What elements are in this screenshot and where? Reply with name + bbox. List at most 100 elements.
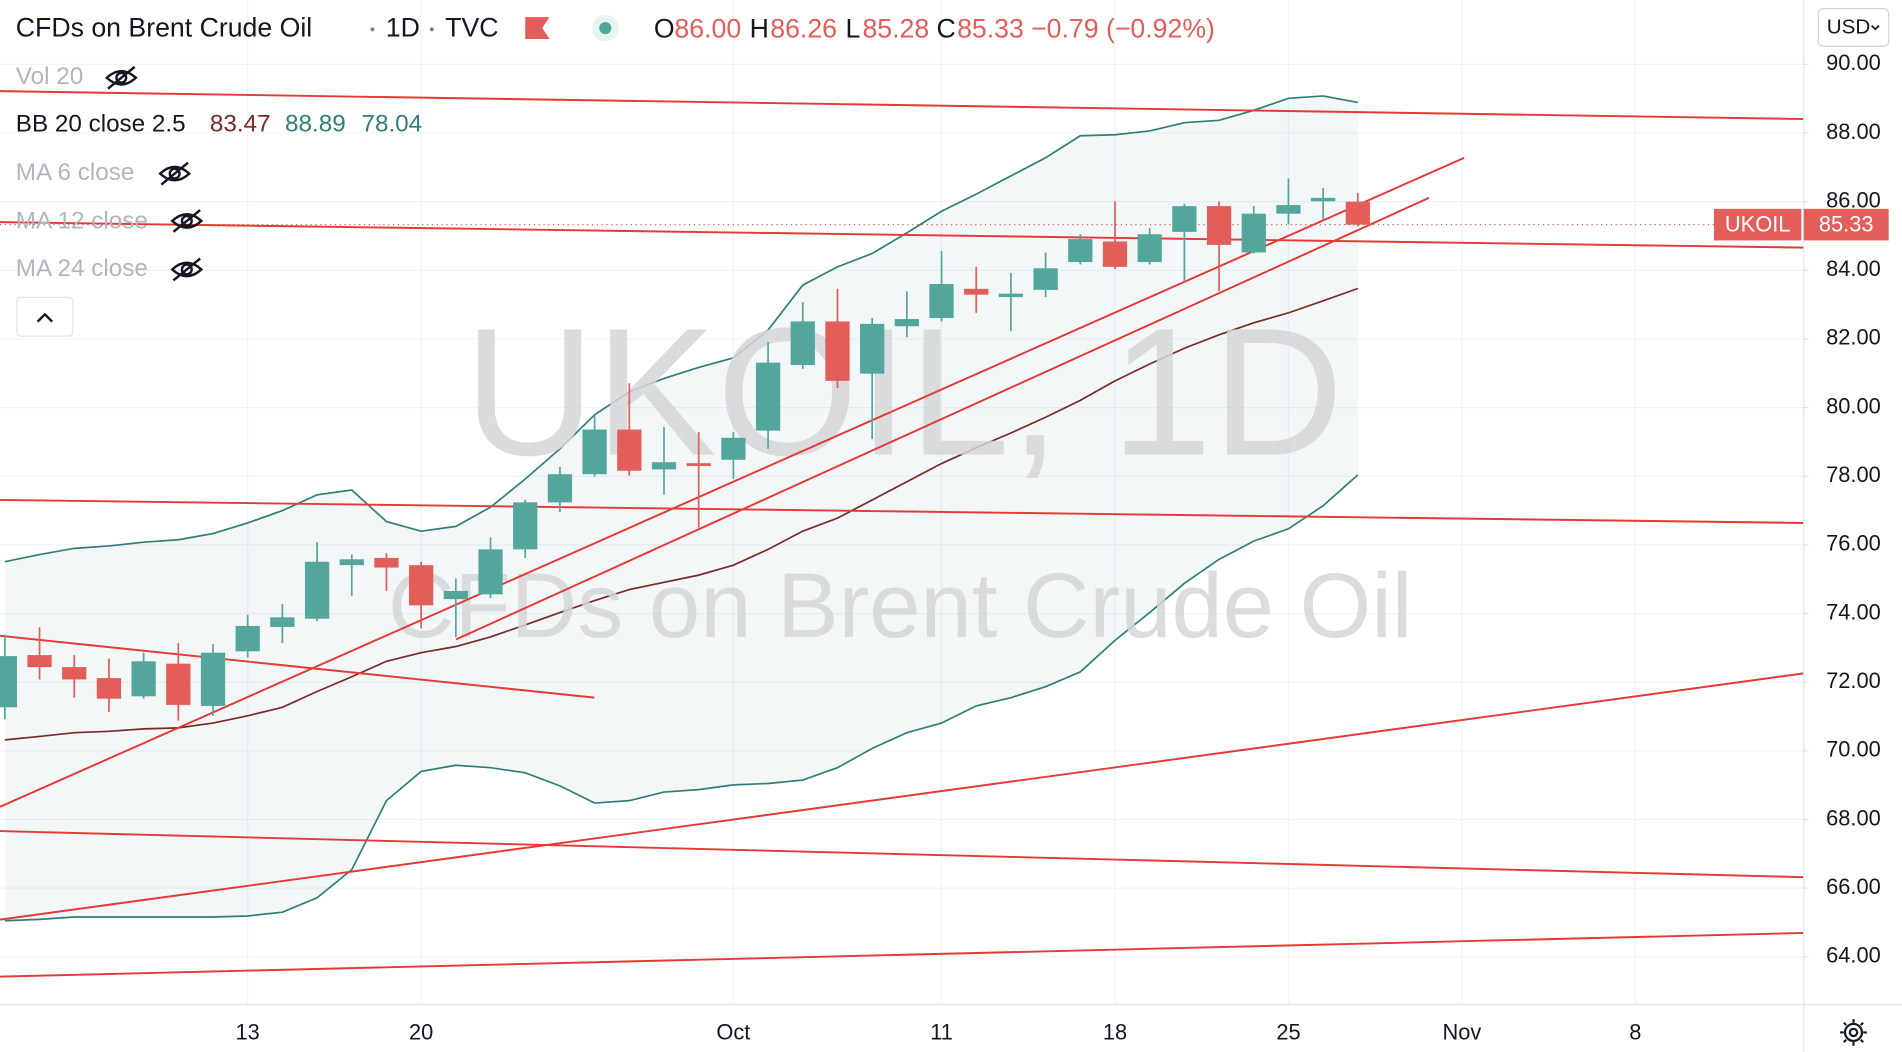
- indicator-value: 83.47: [210, 111, 271, 138]
- candle-body: [755, 362, 781, 431]
- candle-body: [790, 321, 815, 366]
- x-tick-label: 8: [1629, 1019, 1641, 1044]
- y-tick-label: 64.00: [1826, 943, 1881, 968]
- settings-icon[interactable]: [1840, 1019, 1867, 1046]
- trend-line[interactable]: [0, 830, 1804, 879]
- ohlc-value: 86.26: [770, 14, 837, 44]
- candle-body: [1241, 213, 1266, 253]
- price-axis[interactable]: 64.00 66.00 68.00 70.00 72.00 74.00 76.00 78.00…: [1803, 50, 1881, 968]
- currency[interactable]: USD: [1827, 16, 1871, 39]
- chevron-down[interactable]: [1871, 24, 1880, 31]
- candle-body: [374, 557, 399, 568]
- candle-body: [27, 655, 52, 668]
- ohlc-value: 85.28: [862, 14, 929, 44]
- last-price-labels: UKOIL 85.33: [1713, 208, 1889, 241]
- trend-line[interactable]: [0, 634, 595, 699]
- indicator-line: [4, 95, 1359, 563]
- candle-body: [270, 617, 295, 627]
- candle-body: [582, 429, 607, 475]
- indicator-name[interactable]: BB 20 close 2.5: [16, 111, 186, 138]
- y-tick-label: 84.00: [1826, 256, 1881, 281]
- ohlc-label: C: [936, 14, 955, 44]
- candle-body: [686, 463, 711, 466]
- indicator-name[interactable]: MA 24 close: [16, 255, 148, 282]
- x-tick-label: 13: [236, 1019, 260, 1044]
- candle-body: [1276, 205, 1301, 214]
- interval[interactable]: 1D: [386, 12, 420, 42]
- separator: [429, 27, 434, 32]
- eye-off-icon[interactable]: [104, 65, 138, 90]
- trend-line[interactable]: [0, 90, 1804, 121]
- candle-body: [200, 652, 226, 706]
- gear-hub[interactable]: [1848, 1027, 1859, 1038]
- currency-box[interactable]: [1817, 8, 1890, 47]
- y-tick-label: 86.00: [1826, 187, 1881, 212]
- indicator-name[interactable]: MA 12 close: [16, 208, 148, 235]
- trend-line[interactable]: [0, 221, 1804, 249]
- watermark-description: CFDs on Brent Crude Oil: [388, 554, 1412, 657]
- price-label-box: [1713, 208, 1802, 241]
- price-label-symbol: UKOIL: [1725, 212, 1791, 237]
- gear-ring[interactable]: [1843, 1022, 1864, 1043]
- candle-body: [1068, 239, 1093, 263]
- status-dot: [599, 21, 612, 35]
- candle-body: [860, 323, 885, 374]
- candle-body: [1172, 206, 1197, 232]
- trend-line[interactable]: [0, 156, 1465, 808]
- eye-off-icon[interactable]: [170, 257, 204, 282]
- trend-line[interactable]: [0, 931, 1804, 978]
- gear-teeth[interactable]: [1840, 1019, 1867, 1046]
- eye-off-icon[interactable]: [170, 209, 204, 233]
- indicator-value: 78.04: [361, 111, 422, 138]
- indicator-value: 88.89: [285, 111, 346, 138]
- candle-body: [1137, 234, 1162, 263]
- y-tick-label: 88.00: [1826, 119, 1881, 144]
- indicator-name[interactable]: Vol 20: [16, 63, 83, 90]
- candle-body: [409, 565, 434, 606]
- candle-body: [62, 667, 87, 680]
- ohlc-label: O: [654, 14, 675, 44]
- x-tick-label: 25: [1276, 1019, 1300, 1044]
- trend-line[interactable]: [455, 196, 1430, 641]
- ohlc-value: 86.00: [674, 14, 741, 44]
- source[interactable]: TVC: [445, 12, 498, 42]
- y-tick-label: 72.00: [1826, 668, 1881, 693]
- candle-body: [96, 678, 122, 699]
- candle-body: [1102, 241, 1128, 267]
- ohlc-value: 85.33: [957, 14, 1024, 44]
- candles: [0, 178, 1370, 721]
- chevron-up[interactable]: [36, 312, 54, 323]
- candle-body: [894, 319, 919, 327]
- trend-line[interactable]: [0, 498, 1804, 524]
- indicator-legend: Vol 20 BB 20 close 2.5 83.47 88.89 78.04…: [16, 63, 422, 337]
- candle-body: [131, 661, 156, 697]
- trend-lines[interactable]: [0, 90, 1804, 978]
- y-tick-label: 68.00: [1826, 805, 1881, 830]
- symbol-title[interactable]: CFDs on Brent Crude Oil: [16, 12, 312, 42]
- indicator-line: [4, 474, 1359, 922]
- y-tick-label: 82.00: [1826, 325, 1881, 350]
- indicator-name[interactable]: MA 6 close: [16, 159, 135, 186]
- currency-dropdown[interactable]: USD: [1817, 8, 1890, 47]
- candle-body: [1345, 201, 1370, 225]
- eye-off-icon[interactable]: [158, 161, 192, 186]
- trend-line[interactable]: [0, 672, 1804, 921]
- collapse-button[interactable]: [16, 296, 74, 337]
- hidden-icons[interactable]: [104, 65, 204, 282]
- x-tick-label: Oct: [716, 1019, 750, 1044]
- ohlc-label: L: [845, 14, 860, 44]
- candle-body: [929, 284, 954, 319]
- candle-body: [0, 656, 17, 708]
- header-legend: CFDs on Brent Crude Oil 1D TVC O 86.00 H…: [16, 12, 1215, 43]
- ohlc-label: H: [750, 14, 769, 44]
- candle-body: [166, 663, 191, 705]
- candle-body: [651, 462, 677, 470]
- candle-body: [1206, 206, 1232, 245]
- collapse-button-box[interactable]: [16, 296, 74, 337]
- time-axis[interactable]: 13 20 Oct 11 18 25 Nov 8: [236, 1019, 1642, 1044]
- change: −0.79 (−0.92%): [1031, 14, 1215, 44]
- flag-icon[interactable]: [525, 17, 550, 39]
- x-tick-label: 20: [409, 1019, 433, 1044]
